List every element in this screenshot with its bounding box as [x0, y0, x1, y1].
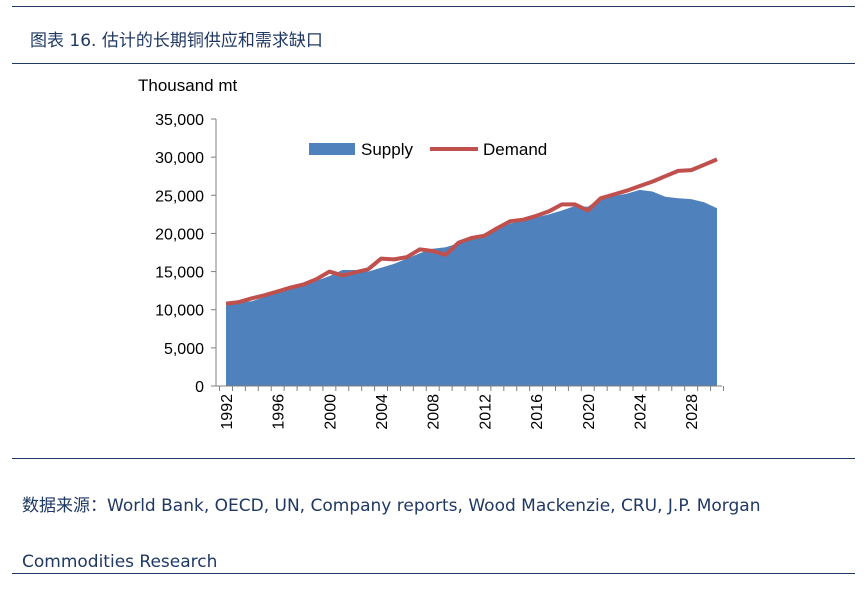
y-tick-label: 10,000	[155, 303, 204, 320]
y-tick-label: 5,000	[164, 341, 204, 358]
bottom-rule	[12, 573, 855, 574]
demand-line	[225, 157, 718, 306]
y-axis-unit-label: Thousand mt	[138, 76, 237, 95]
y-tick-label: 20,000	[155, 226, 204, 243]
source-top-rule	[12, 458, 855, 459]
y-tick-label: 25,000	[155, 188, 204, 205]
x-tick-label: 2028	[684, 394, 701, 430]
figure-title: 图表 16. 估计的长期铜供应和需求缺口	[30, 31, 323, 51]
x-tick-label: 1996	[271, 394, 288, 430]
plot-area	[225, 157, 718, 386]
legend-demand-label: Demand	[483, 140, 547, 159]
y-tick-label: 30,000	[155, 150, 204, 167]
x-tick-label: 2016	[529, 394, 546, 430]
x-tick-label: 1992	[219, 394, 236, 430]
x-axis: 1992 1996 2000 2004 2008 2012 2016 2020 2024 2028	[216, 385, 724, 430]
copper-supply-demand-chart: Thousand mt 0 5,000 10,000 15,000 20,000 25,0…	[138, 76, 724, 430]
y-tick-label: 0	[195, 379, 204, 396]
x-tick-label: 2020	[581, 394, 598, 430]
x-tick-label: 2008	[426, 394, 443, 430]
y-tick-label: 35,000	[155, 112, 204, 129]
x-tick-label: 2012	[477, 394, 494, 430]
y-tick-label: 15,000	[155, 265, 204, 282]
legend: Supply Demand	[309, 140, 547, 159]
legend-supply-label: Supply	[361, 140, 413, 159]
title-rule	[12, 63, 855, 64]
top-rule	[12, 6, 855, 7]
y-axis: 0 5,000 10,000 15,000 20,000 25,000 30,000 35,0…	[155, 112, 217, 396]
supply-area	[226, 189, 717, 386]
legend-supply-swatch	[309, 143, 355, 155]
source-note: 数据来源：World Bank, OECD, UN, Company repor…	[22, 496, 761, 572]
x-tick-label: 2024	[632, 394, 649, 430]
x-tick-label: 2004	[374, 394, 391, 430]
x-tick-label: 2000	[322, 394, 339, 430]
